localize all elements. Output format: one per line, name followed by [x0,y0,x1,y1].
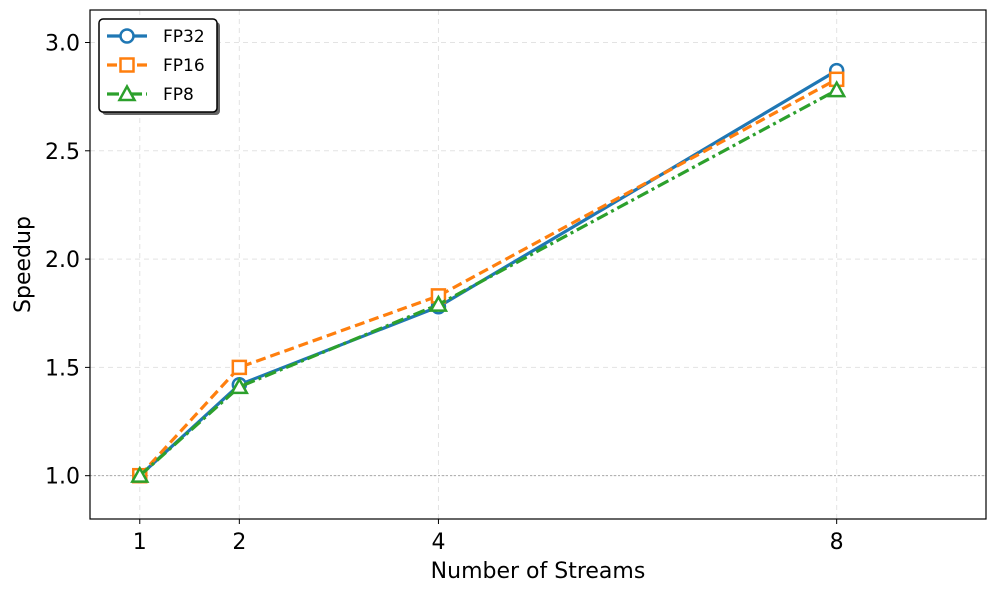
series-line-fp16 [138,77,838,477]
data-point-fp8 [827,80,847,98]
data-point-fp8 [130,465,150,483]
x-tick-label: 4 [431,530,445,555]
data-point-fp8 [428,294,449,312]
legend-label-fp8: FP8 [163,85,194,105]
plot-area-frame [89,9,987,520]
series-fp8 [130,80,847,483]
y-tick-label: 1.0 [45,465,80,490]
legend-label-fp16: FP16 [163,56,205,76]
x-tick-label: 8 [830,530,844,555]
y-tick-label: 1.5 [45,356,80,381]
series-line-fp8 [138,88,838,477]
x-axis-ticks: 1 2 4 8 [133,519,844,555]
x-axis-label: Number of Streams [431,559,646,584]
y-axis-ticks: 1.0 1.5 2.0 2.5 3.0 [45,31,90,490]
legend-item-fp8: FP8 [107,83,194,105]
legend-label-fp32: FP32 [163,27,205,47]
data-point-fp8 [229,376,249,395]
legend-item-fp32: FP32 [107,27,205,47]
y-tick-label: 3.0 [45,31,80,56]
y-tick-label: 2.0 [45,248,80,273]
y-tick-label: 2.5 [45,140,80,165]
series-group [130,62,847,484]
legend: FP32 FP16 FP8 [98,18,220,115]
legend-marker-fp8 [117,83,137,102]
legend-marker-fp16 [119,57,135,73]
legend-marker-fp32 [119,28,135,44]
data-point-fp16 [231,359,248,376]
x-tick-label: 1 [133,530,147,555]
x-tick-label: 2 [232,530,246,555]
y-axis-label: Speedup [11,216,36,313]
legend-item-fp16: FP16 [107,56,205,76]
